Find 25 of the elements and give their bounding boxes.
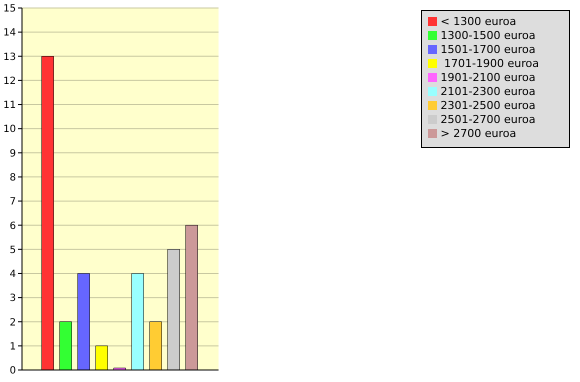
legend-label: 2501-2700 euroa	[440, 113, 536, 126]
y-tick-label: 14	[3, 28, 16, 39]
legend-label: < 1300 euroa	[440, 15, 516, 28]
y-tick-label: 2	[10, 317, 16, 328]
y-tick-label: 6	[10, 220, 16, 232]
legend-label: 2301-2500 euroa	[440, 99, 536, 112]
legend-label: 1300-1500 euroa	[440, 29, 536, 42]
y-tick-label: 7	[10, 196, 16, 208]
legend-label: 2101-2300 euroa	[440, 85, 536, 98]
legend-label: 1501-1700 euroa	[440, 43, 536, 56]
legend-label: > 2700 euroa	[440, 127, 516, 140]
y-tick-label: 12	[3, 76, 16, 87]
legend-label: 1901-2100 euroa	[440, 71, 536, 84]
y-tick-label: 3	[10, 293, 16, 304]
y-tick-label: 1	[10, 341, 16, 352]
legend-label: 1701-1900 euroa	[443, 57, 539, 70]
y-tick-label: 13	[3, 52, 16, 63]
y-tick-label: 5	[10, 244, 16, 256]
y-tick-label: 4	[10, 269, 16, 280]
y-tick-label: 15	[3, 4, 16, 15]
y-tick-label: 10	[3, 124, 16, 136]
y-tick-label: 9	[10, 148, 16, 160]
y-tick-label: 8	[10, 172, 16, 184]
y-tick-label: 11	[3, 100, 16, 112]
y-tick-label: 0	[10, 366, 16, 377]
